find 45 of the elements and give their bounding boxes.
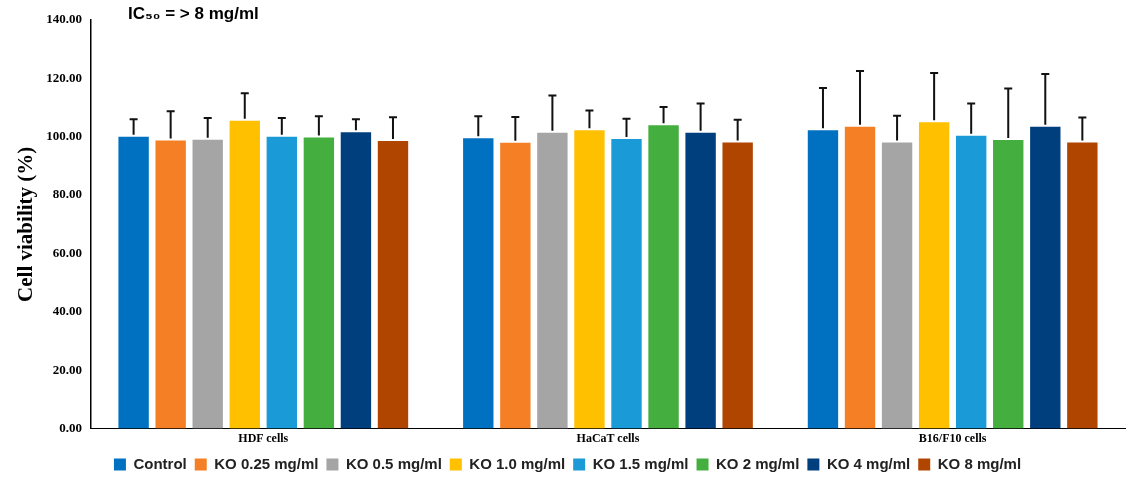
bar	[611, 139, 642, 429]
x-tick-label: HaCaT cells	[576, 430, 640, 445]
bar	[844, 126, 876, 429]
x-tick-label: B16/F10 cells	[918, 430, 987, 445]
y-tick-label: 0.00	[59, 419, 82, 435]
bar	[155, 140, 186, 429]
bar	[955, 135, 987, 429]
bar	[377, 141, 409, 429]
legend-label: KO 4 mg/ml	[826, 454, 911, 472]
bar	[685, 132, 716, 429]
bar	[537, 132, 568, 429]
annotation: IC₅₀ = > 8 mg/ml	[128, 4, 259, 24]
legend-label: KO 2 mg/ml	[716, 454, 800, 472]
bar	[574, 130, 605, 429]
bar	[722, 142, 753, 429]
y-tick-label: 80.00	[52, 186, 82, 202]
bar	[1030, 126, 1061, 429]
legend-label: Control	[133, 454, 187, 472]
y-tick-label: 140.00	[46, 11, 82, 27]
y-axis-title: Cell viability (%)	[13, 146, 38, 302]
legend-label: KO 8 mg/ml	[937, 454, 1022, 472]
bar	[807, 130, 839, 429]
bar	[881, 142, 913, 429]
bar	[500, 142, 531, 429]
bar	[993, 139, 1024, 429]
legend-label: KO 1.5 mg/ml	[592, 454, 689, 472]
bar	[229, 120, 260, 429]
x-tick-label: HDF cells	[238, 430, 289, 445]
y-tick-label: 60.00	[52, 244, 82, 260]
bar	[648, 125, 679, 429]
legend-label: KO 0.5 mg/ml	[345, 454, 442, 472]
bar	[303, 137, 335, 429]
y-tick-label: 20.00	[52, 361, 82, 377]
legend-label: KO 1.0 mg/ml	[469, 454, 566, 472]
bar	[118, 136, 149, 429]
bar	[340, 132, 372, 429]
y-tick-label: 100.00	[46, 128, 82, 144]
bar	[266, 136, 298, 429]
bar	[192, 139, 223, 429]
y-tick-label: 40.00	[52, 303, 82, 319]
bar	[463, 138, 494, 429]
legend-label: KO 0.25 mg/ml	[214, 454, 319, 472]
y-tick-label: 120.00	[46, 69, 82, 85]
bar	[1067, 142, 1098, 429]
bar	[918, 122, 950, 429]
